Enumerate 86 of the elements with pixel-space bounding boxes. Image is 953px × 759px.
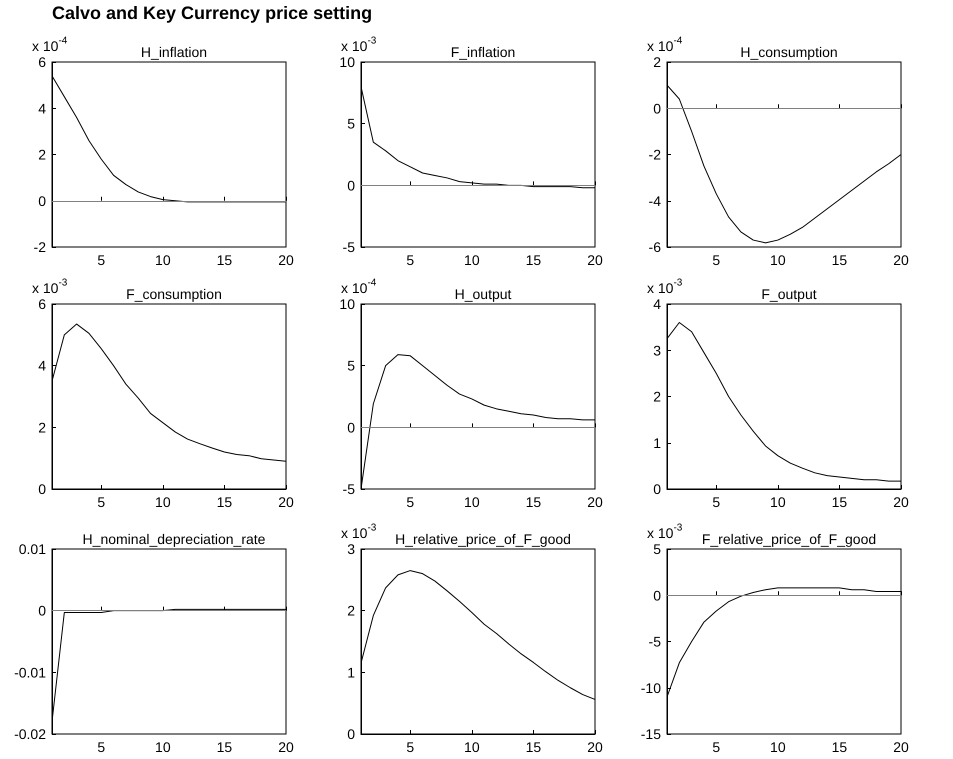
y-tick-label: 1 [653, 434, 662, 451]
x-tick-label: 10 [464, 739, 480, 755]
chart-title: H_relative_price_of_F_good [395, 531, 571, 547]
x-tick-label: 15 [832, 494, 848, 510]
y-tick-label: -0.02 [14, 726, 46, 742]
y-tick-label: 0 [347, 177, 356, 194]
y-tick-label: -10 [640, 680, 662, 696]
chart-title: H_nominal_depreciation_rate [82, 531, 266, 547]
x-tick-label: 5 [406, 739, 414, 755]
y-tick-label: 4 [38, 358, 46, 374]
chart-title: F_output [761, 286, 817, 302]
x-tick-label: 5 [406, 252, 414, 268]
y-tick-label: 1 [347, 664, 356, 680]
y-tick-label: -5 [648, 634, 662, 650]
y-tick-label: 0 [653, 481, 662, 497]
x-tick-label: 10 [155, 739, 171, 755]
y-tick-label: 2 [38, 419, 46, 436]
y-tick-label: 0 [653, 100, 662, 116]
x-tick-label: 15 [526, 252, 542, 268]
chart-title: F_relative_price_of_F_good [702, 531, 876, 547]
x-tick-label: 15 [216, 739, 232, 755]
x-tick-label: 20 [587, 494, 603, 510]
x-tick-label: 5 [97, 739, 106, 755]
x-tick-label: 10 [770, 739, 786, 755]
x-tick-label: 15 [216, 252, 232, 268]
y-tick-label: 6 [38, 296, 46, 312]
chart-title: F_inflation [450, 44, 516, 60]
x-tick-label: 5 [97, 252, 106, 268]
y-tick-label: 2 [347, 602, 356, 619]
y-tick-label: 2 [653, 388, 662, 404]
y-tick-label: 3 [347, 541, 356, 557]
x-tick-label: 5 [712, 739, 720, 755]
y-tick-label: 0.01 [18, 541, 46, 557]
y-tick-label: -2 [648, 146, 662, 162]
x-tick-label: 15 [832, 252, 848, 268]
x-tick-label: 20 [893, 494, 909, 510]
y-tick-label: 6 [38, 54, 46, 70]
x-tick-label: 5 [97, 494, 106, 510]
x-tick-label: 15 [832, 739, 848, 755]
y-tick-label: 0 [653, 587, 662, 604]
x-tick-label: 20 [587, 252, 603, 268]
y-tick-label: 2 [38, 146, 46, 162]
chart-title: H_consumption [740, 44, 838, 60]
chart-title: H_output [454, 286, 512, 302]
chart-title: H_inflation [140, 44, 208, 60]
x-tick-label: 10 [155, 252, 171, 268]
y-tick-label: 10 [339, 54, 356, 70]
y-tick-label: -4 [648, 192, 662, 209]
x-tick-label: 15 [526, 494, 542, 510]
y-tick-label: 5 [347, 358, 356, 374]
y-tick-label: 5 [653, 541, 662, 557]
x-tick-label: 15 [216, 494, 232, 510]
x-tick-label: 20 [587, 739, 603, 755]
x-tick-label: 15 [526, 739, 542, 755]
y-tick-label: -6 [648, 239, 662, 255]
y-tick-label: 5 [347, 116, 356, 132]
y-tick-label: -0.01 [14, 664, 46, 680]
y-tick-label: 4 [653, 296, 662, 312]
y-tick-label: -5 [342, 239, 356, 255]
y-tick-label: 4 [38, 100, 46, 116]
y-tick-label: 0 [347, 419, 356, 436]
y-tick-label: 0 [347, 726, 356, 742]
y-tick-label: 0 [38, 192, 46, 209]
y-tick-label: 0 [38, 602, 46, 619]
x-tick-label: 10 [155, 494, 171, 510]
y-tick-label: 3 [653, 342, 662, 358]
x-tick-label: 20 [893, 252, 909, 268]
x-tick-label: 20 [893, 739, 909, 755]
x-tick-label: 20 [278, 494, 294, 510]
x-tick-label: 10 [770, 252, 786, 268]
y-tick-label: 0 [38, 481, 46, 497]
y-tick-label: 10 [339, 296, 356, 312]
text: Calvo and Key Currency price setting [52, 3, 372, 23]
y-tick-label: 2 [653, 54, 662, 70]
chart-title: F_consumption [126, 286, 222, 302]
y-tick-label: -5 [342, 481, 356, 497]
x-tick-label: 5 [712, 494, 720, 510]
y-tick-label: -15 [640, 726, 662, 742]
x-tick-label: 10 [770, 494, 786, 510]
x-tick-label: 5 [712, 252, 720, 268]
x-tick-label: 20 [278, 252, 294, 268]
x-tick-label: 5 [406, 494, 414, 510]
x-tick-label: 10 [464, 494, 480, 510]
x-tick-label: 20 [278, 739, 294, 755]
y-tick-label: -2 [34, 239, 46, 255]
x-tick-label: 10 [464, 252, 480, 268]
